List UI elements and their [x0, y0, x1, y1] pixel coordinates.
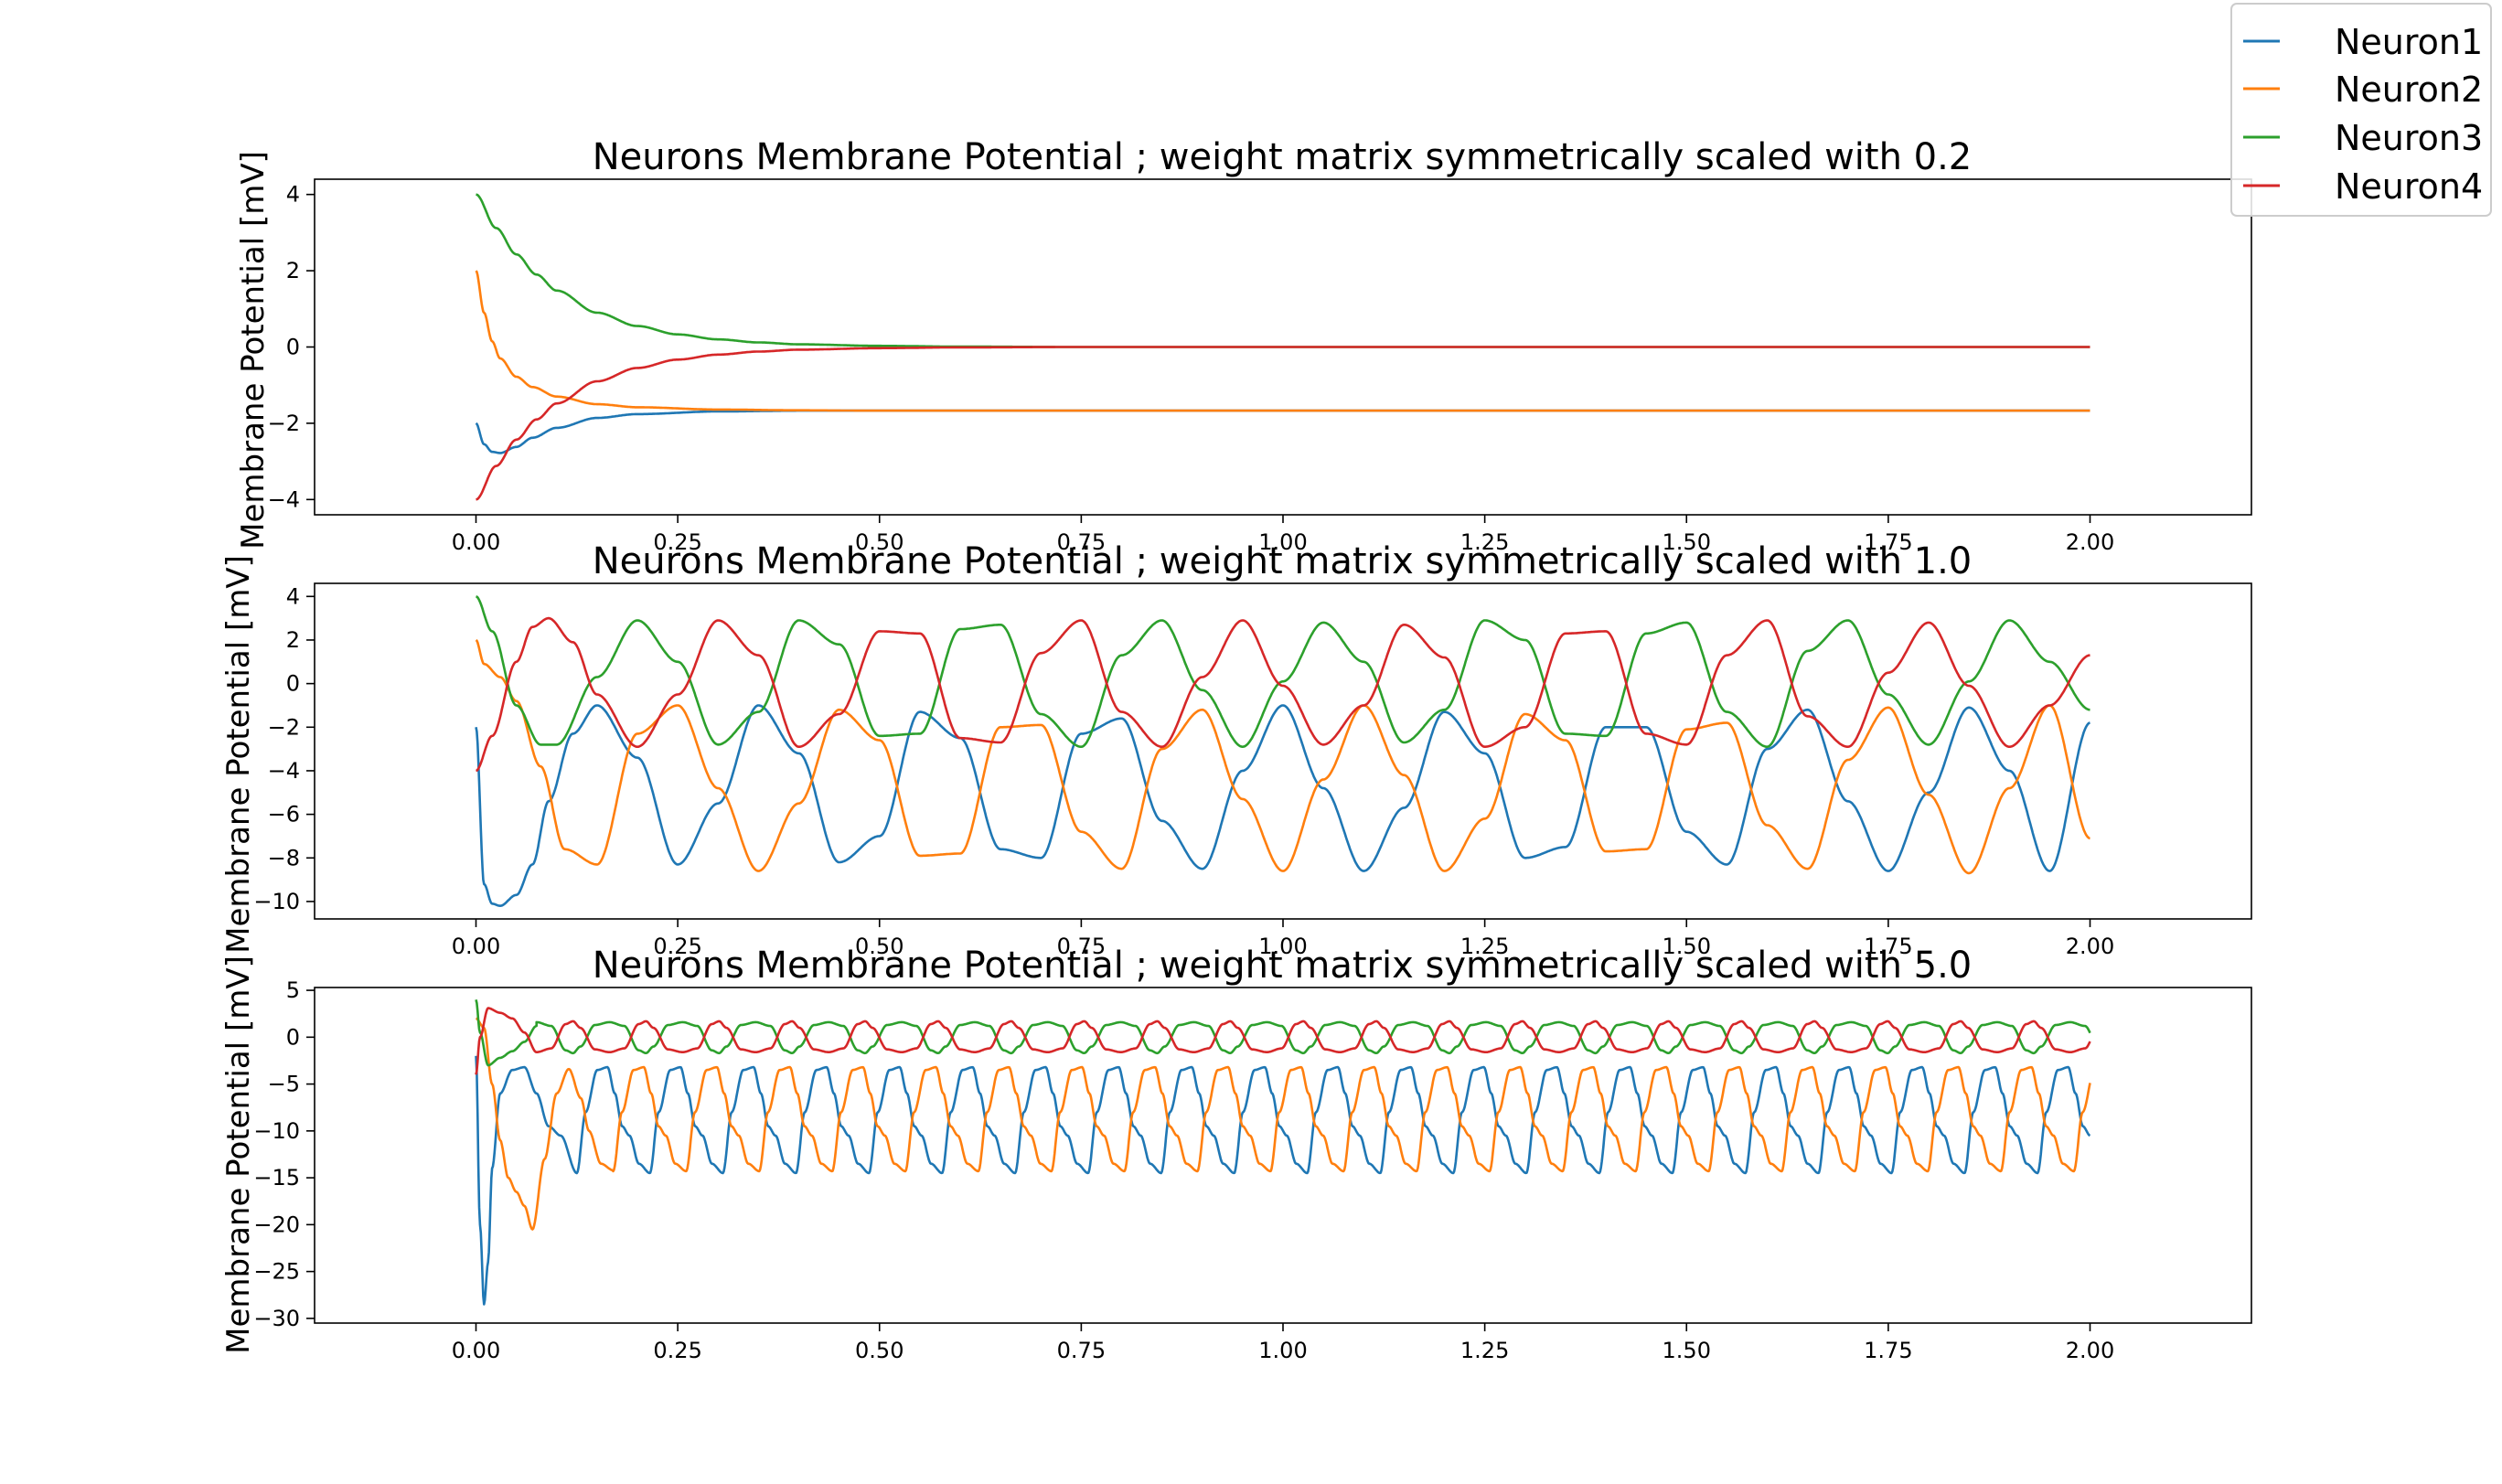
x-tick-label: 0.25 — [653, 529, 701, 555]
x-tick-label: 0.75 — [1057, 529, 1106, 555]
y-tick-label: −10 — [253, 1118, 300, 1144]
subplot-2-series — [475, 595, 2090, 907]
subplot-3-axes-frame — [314, 987, 2252, 1324]
y-tick-label: −15 — [253, 1165, 300, 1190]
subplot-1-ticks: 0.00 0.25 0.50 0.75 1.00 1.25 1.50 1.75 2.00 −4 −2… — [268, 182, 2115, 555]
x-tick-label: 2.00 — [2066, 529, 2114, 555]
y-tick-label: −30 — [253, 1306, 300, 1331]
x-tick-label: 2.00 — [2066, 934, 2114, 959]
x-tick-label: 1.75 — [1864, 1338, 1912, 1363]
x-tick-label: 0.75 — [1057, 934, 1106, 959]
x-tick-label: 0.75 — [1057, 1338, 1106, 1363]
y-tick-label: −6 — [268, 802, 300, 827]
series-line-neuron2 — [475, 270, 2090, 412]
subplot-1-title: Neurons Membrane Potential ; weight matr… — [593, 136, 1973, 178]
legend-label-neuron3: Neuron3 — [2335, 118, 2483, 158]
y-tick-label: −20 — [253, 1212, 300, 1237]
subplot-2-ylabel: Membrane Potential [mV] — [220, 555, 257, 954]
x-tick-label: 1.50 — [1663, 529, 1711, 555]
series-line-neuron1 — [475, 1055, 2091, 1306]
x-tick-label: 2.00 — [2066, 1338, 2114, 1363]
x-tick-label: 0.50 — [855, 529, 904, 555]
subplot-3-ticks: 0.00 0.25 0.50 0.75 1.00 1.25 1.50 1.75 2.00 −30 −… — [253, 977, 2114, 1363]
subplot-2-title: Neurons Membrane Potential ; weight matr… — [593, 540, 1973, 582]
legend-frame — [2230, 3, 2492, 217]
x-tick-label: 0.00 — [452, 934, 500, 959]
x-tick-label: 1.00 — [1258, 529, 1307, 555]
subplot-2-ticks: 0.00 0.25 0.50 0.75 1.00 1.25 1.50 1.75 2.00 −10 −… — [253, 583, 2114, 959]
x-tick-label: 1.50 — [1663, 1338, 1711, 1363]
x-tick-label: 1.25 — [1460, 529, 1509, 555]
y-tick-label: −4 — [268, 486, 300, 512]
y-tick-label: −4 — [268, 758, 300, 784]
y-tick-label: 2 — [286, 627, 300, 653]
y-tick-label: −2 — [268, 714, 300, 740]
series-line-neuron4 — [476, 346, 2090, 501]
legend-label-neuron1: Neuron1 — [2335, 22, 2483, 62]
y-tick-label: 0 — [286, 1024, 300, 1050]
legend-label-neuron4: Neuron4 — [2335, 166, 2483, 207]
series-line-neuron3 — [476, 595, 2090, 748]
x-tick-label: 0.25 — [653, 1338, 701, 1363]
legend: Neuron1 Neuron2 Neuron3 Neuron4 — [2230, 3, 2492, 217]
y-tick-label: −25 — [253, 1259, 300, 1285]
subplot-1-ylabel: Membrane Potential [mV] — [235, 151, 272, 550]
series-line-neuron4 — [475, 1007, 2091, 1075]
series-line-neuron1 — [475, 704, 2090, 907]
x-tick-label: 0.25 — [653, 934, 701, 959]
subplot-1: Neurons Membrane Potential ; weight matr… — [235, 136, 2252, 555]
subplot-3-series — [475, 999, 2091, 1306]
series-line-neuron3 — [475, 999, 2091, 1067]
y-tick-label: −10 — [253, 889, 300, 914]
y-tick-label: −8 — [268, 845, 300, 870]
x-tick-label: 0.50 — [855, 1338, 904, 1363]
y-tick-label: 0 — [286, 335, 300, 360]
x-tick-label: 0.00 — [452, 1338, 500, 1363]
y-tick-label: −2 — [268, 411, 300, 436]
x-tick-label: 1.25 — [1460, 934, 1509, 959]
series-line-neuron4 — [476, 616, 2090, 773]
series-line-neuron2 — [476, 1017, 2091, 1231]
subplot-3-title: Neurons Membrane Potential ; weight matr… — [593, 945, 1973, 987]
x-tick-label: 1.50 — [1663, 934, 1711, 959]
y-tick-label: 0 — [286, 671, 300, 697]
subplot-2: Neurons Membrane Potential ; weight matr… — [220, 540, 2252, 959]
series-line-neuron2 — [475, 638, 2090, 875]
x-tick-label: 0.00 — [452, 529, 500, 555]
x-tick-label: 1.75 — [1864, 934, 1912, 959]
legend-label-neuron2: Neuron2 — [2335, 69, 2483, 110]
x-tick-label: 1.25 — [1460, 1338, 1509, 1363]
x-tick-label: 0.50 — [855, 934, 904, 959]
subplot-3: Neurons Membrane Potential ; weight matr… — [220, 945, 2252, 1363]
y-tick-label: 4 — [286, 583, 300, 609]
subplot-1-series — [475, 193, 2090, 501]
y-tick-label: 2 — [286, 258, 300, 283]
subplot-3-ylabel: Membrane Potential [mV] — [220, 956, 257, 1354]
y-tick-label: −5 — [268, 1072, 300, 1097]
x-tick-label: 1.00 — [1258, 1338, 1307, 1363]
x-tick-label: 1.00 — [1258, 934, 1307, 959]
x-tick-label: 1.75 — [1864, 529, 1912, 555]
subplot-1-axes-frame — [314, 178, 2252, 516]
y-tick-label: 4 — [286, 182, 300, 208]
y-tick-label: 5 — [286, 977, 300, 1003]
subplot-2-axes-frame — [314, 582, 2252, 920]
